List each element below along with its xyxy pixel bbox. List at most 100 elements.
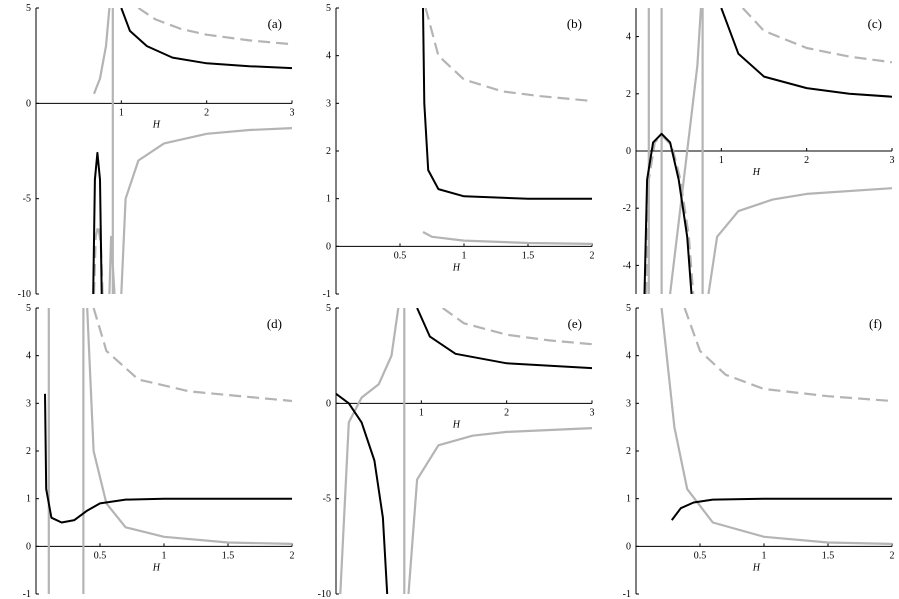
x-tick-label: 3: [590, 407, 595, 418]
curve: [44, 393, 292, 524]
panel-label: (d): [267, 316, 282, 331]
y-tick-label: -4: [623, 260, 631, 271]
curve: [120, 127, 292, 294]
panel-label: (f): [869, 316, 882, 331]
y-tick-label: -1: [323, 289, 331, 300]
y-tick-label: 4: [626, 351, 631, 362]
curve: [92, 224, 104, 294]
x-axis-label: H: [452, 262, 461, 273]
curve: [422, 8, 592, 200]
panel: 5 0 -5 -10 1 2 3 H (a): [18, 3, 295, 300]
x-tick-label: 1: [462, 250, 467, 261]
y-tick-label: -10: [318, 589, 331, 599]
x-axis-label: H: [152, 119, 161, 130]
y-tick-label: 5: [626, 303, 631, 314]
y-tick-label: 3: [626, 398, 631, 409]
y-tick-label: 4: [326, 51, 331, 62]
curve: [92, 8, 111, 95]
y-tick-label: 0: [26, 98, 31, 109]
curve: [86, 308, 292, 545]
y-tick-label: 2: [326, 146, 331, 157]
curve: [416, 308, 592, 370]
panel-label: (c): [868, 16, 882, 31]
y-tick-label: 2: [26, 446, 31, 457]
plot-area: [336, 308, 592, 594]
y-tick-label: 0: [26, 541, 31, 552]
x-tick-label: 1.5: [222, 550, 235, 561]
y-tick-label: -1: [623, 589, 631, 599]
y-tick-label: 0: [326, 241, 331, 252]
y-tick-label: 5: [326, 3, 331, 14]
curve: [424, 8, 592, 103]
x-tick-label: 2: [504, 407, 509, 418]
x-tick-label: 3: [890, 155, 895, 166]
curve: [137, 8, 292, 46]
y-tick-label: -5: [323, 494, 331, 505]
curve: [336, 392, 389, 594]
x-axis-label: H: [752, 562, 761, 573]
x-tick-label: 1: [762, 550, 767, 561]
x-tick-label: 1: [162, 550, 167, 561]
x-tick-label: 2: [204, 107, 209, 118]
y-tick-label: -5: [23, 194, 31, 205]
panel: -1 0 1 2 3 4 5 0.5 1 1.5 2 H (d): [23, 303, 295, 599]
y-tick-label: 2: [626, 89, 631, 100]
panel: -4 -2 0 2 4 1 2 3 H (c): [623, 8, 895, 294]
curve: [92, 308, 292, 403]
curve: [92, 151, 103, 294]
curve: [643, 132, 693, 294]
x-axis-label: H: [752, 167, 761, 178]
curve: [422, 231, 592, 245]
plot-area: [44, 308, 292, 594]
x-axis-label: H: [152, 562, 161, 573]
y-tick-label: -2: [623, 203, 631, 214]
curve: [120, 8, 292, 70]
x-tick-label: 2: [590, 250, 595, 261]
x-tick-label: 2: [804, 155, 809, 166]
x-tick-label: 1.5: [522, 250, 535, 261]
y-tick-label: 0: [626, 541, 631, 552]
curve: [741, 8, 892, 64]
curve: [339, 308, 400, 594]
curve: [683, 308, 892, 403]
curve: [660, 308, 892, 545]
curve: [669, 8, 702, 294]
y-tick-label: 1: [326, 194, 331, 205]
y-tick-label: 3: [26, 398, 31, 409]
curve: [108, 235, 116, 294]
x-tick-label: 1.5: [822, 550, 835, 561]
y-tick-label: 5: [26, 3, 31, 14]
x-tick-label: 2: [290, 550, 295, 561]
curve: [707, 187, 892, 294]
curve: [720, 8, 892, 98]
x-tick-label: 3: [290, 107, 295, 118]
x-tick-label: 0.5: [694, 550, 707, 561]
plot-area: [660, 308, 892, 545]
x-tick-label: 0.5: [94, 550, 107, 561]
curve: [407, 427, 592, 594]
panel: -1 0 1 2 3 4 5 0.5 1 1.5 2 H (f): [623, 303, 895, 599]
x-tick-label: 0.5: [394, 250, 407, 261]
y-tick-label: -1: [23, 589, 31, 599]
x-tick-label: 1: [719, 155, 724, 166]
panel-label: (e): [568, 316, 582, 331]
plot-area: [422, 8, 592, 245]
x-tick-label: 1: [419, 407, 424, 418]
y-tick-label: 5: [326, 303, 331, 314]
x-axis-label: H: [452, 419, 461, 430]
plot-area: [643, 8, 892, 294]
y-tick-label: 0: [326, 398, 331, 409]
x-tick-label: 1: [119, 107, 124, 118]
y-tick-label: 1: [626, 494, 631, 505]
panel-label: (b): [567, 16, 582, 31]
y-tick-label: 4: [26, 351, 31, 362]
plot-area: [92, 8, 292, 294]
curve: [671, 497, 892, 521]
panel: -1 0 1 2 3 4 5 0.5 1 1.5 2 H (b): [323, 3, 595, 300]
y-tick-label: 3: [326, 98, 331, 109]
panel-label: (a): [268, 16, 282, 31]
y-tick-label: 5: [26, 303, 31, 314]
panel: 5 0 -5 -10 1 2 3 H (e): [318, 303, 595, 599]
y-tick-label: 2: [626, 446, 631, 457]
